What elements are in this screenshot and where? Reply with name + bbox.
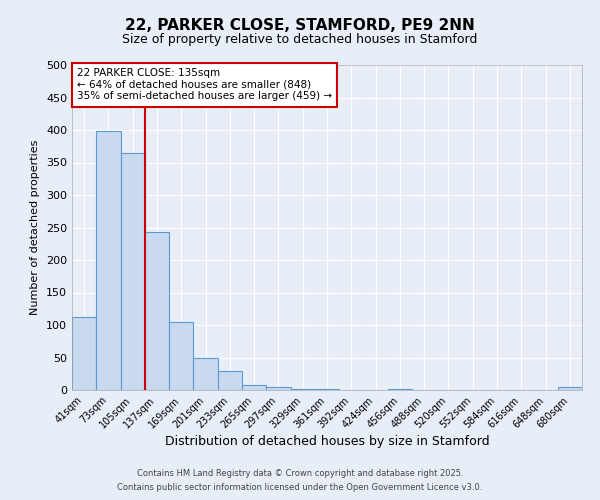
- Bar: [290, 388, 315, 390]
- Bar: [145, 232, 169, 390]
- Bar: [558, 387, 582, 390]
- Bar: [266, 387, 290, 390]
- Y-axis label: Number of detached properties: Number of detached properties: [31, 140, 40, 315]
- Text: 22 PARKER CLOSE: 135sqm
← 64% of detached houses are smaller (848)
35% of semi-d: 22 PARKER CLOSE: 135sqm ← 64% of detache…: [77, 68, 332, 102]
- Text: 22, PARKER CLOSE, STAMFORD, PE9 2NN: 22, PARKER CLOSE, STAMFORD, PE9 2NN: [125, 18, 475, 32]
- Bar: [96, 132, 121, 390]
- Bar: [218, 370, 242, 390]
- X-axis label: Distribution of detached houses by size in Stamford: Distribution of detached houses by size …: [164, 436, 490, 448]
- Text: Contains HM Land Registry data © Crown copyright and database right 2025.: Contains HM Land Registry data © Crown c…: [137, 468, 463, 477]
- Text: Size of property relative to detached houses in Stamford: Size of property relative to detached ho…: [122, 32, 478, 46]
- Bar: [193, 358, 218, 390]
- Text: Contains public sector information licensed under the Open Government Licence v3: Contains public sector information licen…: [118, 484, 482, 492]
- Bar: [242, 385, 266, 390]
- Bar: [169, 322, 193, 390]
- Bar: [72, 316, 96, 390]
- Bar: [121, 153, 145, 390]
